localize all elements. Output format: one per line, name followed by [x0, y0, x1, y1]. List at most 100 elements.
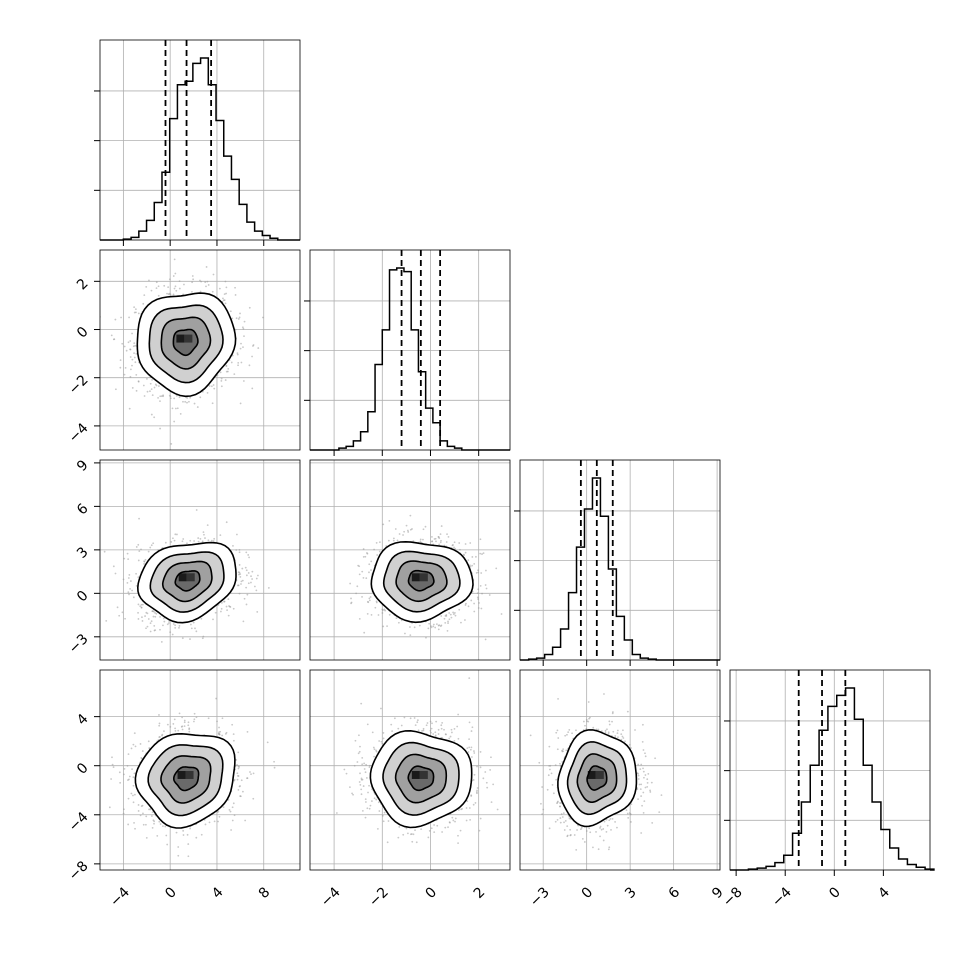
sample-point [236, 352, 239, 355]
sample-point [112, 338, 115, 341]
sample-point [150, 620, 153, 623]
sample-point [161, 734, 163, 737]
sample-point [173, 539, 176, 542]
sample-point [368, 807, 371, 810]
sample-point [644, 752, 646, 755]
sample-point [409, 528, 412, 531]
sample-point [184, 400, 187, 403]
density-core [186, 573, 195, 582]
sample-point [546, 788, 549, 791]
sample-point [193, 402, 196, 405]
sample-point [239, 402, 242, 405]
sample-point [245, 586, 248, 589]
sample-point [225, 292, 228, 295]
x-tick-label: 0 [162, 884, 180, 902]
sample-point [599, 825, 602, 828]
sample-point [485, 569, 487, 572]
sample-point [238, 548, 241, 551]
sample-point [368, 766, 371, 769]
sample-point [139, 743, 142, 745]
sample-point [246, 593, 249, 596]
sample-point [448, 618, 451, 621]
sample-point [380, 740, 383, 743]
sample-point [227, 368, 230, 370]
contour-line [557, 729, 638, 828]
sample-point [370, 613, 373, 616]
sample-point [481, 592, 483, 595]
sample-point [128, 593, 130, 596]
sample-point [157, 396, 159, 399]
sample-point [204, 823, 207, 826]
sample-point [450, 616, 453, 619]
sample-point [133, 732, 136, 735]
sample-point [130, 792, 133, 795]
sample-point [225, 605, 228, 608]
sample-point [138, 550, 141, 553]
sample-point [394, 528, 397, 530]
sample-point [182, 829, 185, 832]
sample-point [422, 727, 425, 730]
sample-point [473, 773, 476, 776]
sample-point [559, 762, 561, 765]
sample-point [92, 341, 94, 343]
sample-point [133, 793, 136, 796]
sample-point [600, 730, 603, 733]
sample-point [415, 841, 418, 844]
sample-point [588, 717, 590, 720]
y-tick-label: 0 [74, 588, 92, 606]
histogram-step [520, 477, 720, 661]
sample-point [398, 533, 401, 535]
sample-point [191, 281, 194, 284]
sample-point [188, 400, 190, 403]
sample-point [565, 749, 568, 752]
contour-line [382, 741, 460, 816]
sample-point [413, 626, 416, 629]
sample-point [112, 766, 115, 768]
sample-point [178, 280, 181, 283]
sample-point [256, 611, 259, 613]
sample-point [194, 627, 196, 630]
sample-point [199, 538, 202, 540]
sample-point [169, 631, 172, 634]
sample-point [130, 747, 133, 750]
sample-point [145, 611, 148, 614]
sample-point [131, 768, 133, 771]
sample-point [555, 731, 558, 734]
sample-point [624, 740, 626, 743]
sample-point [441, 721, 444, 724]
sample-point [468, 721, 471, 724]
sample-point [345, 772, 348, 775]
sample-point [374, 606, 377, 609]
y-tick-label: −8 [66, 858, 92, 884]
sample-point [132, 794, 134, 797]
sample-point [201, 637, 204, 640]
sample-point [237, 361, 240, 364]
sample-point [405, 827, 408, 830]
sample-point [243, 597, 246, 600]
y-tick-label: 3 [74, 544, 92, 562]
sample-point [612, 730, 615, 733]
sample-point [488, 594, 491, 596]
sample-point [375, 749, 378, 752]
y-tick-label: 0 [74, 760, 92, 778]
sample-point [441, 831, 444, 833]
sample-point [158, 820, 161, 823]
sample-point [227, 598, 230, 601]
sample-point [484, 584, 487, 586]
sample-point [170, 541, 173, 543]
axes-frame [99, 669, 301, 871]
sample-point [640, 832, 643, 834]
sample-point [193, 540, 195, 542]
sample-point [241, 567, 244, 570]
sample-point [197, 537, 200, 539]
sample-point [480, 607, 483, 610]
sample-point [366, 723, 369, 726]
sample-point [199, 396, 202, 399]
sample-point [200, 833, 203, 836]
sample-point [134, 745, 137, 748]
sample-point [119, 366, 122, 369]
x-tick-label: −4 [107, 884, 133, 910]
sample-point [195, 716, 198, 719]
sample-point [231, 806, 234, 809]
sample-point [181, 637, 184, 640]
